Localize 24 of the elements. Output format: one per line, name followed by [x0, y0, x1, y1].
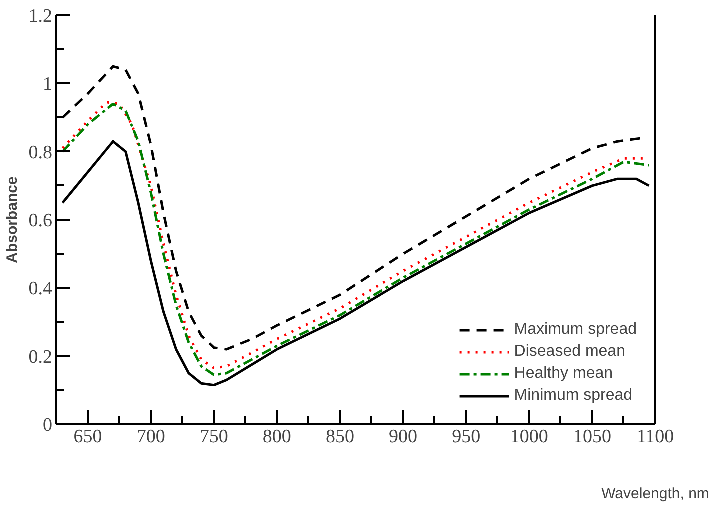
x-tick-label: 1000 — [510, 426, 548, 448]
y-axis-title: Absorbance — [4, 176, 21, 264]
y-tick-label: 0.8 — [28, 142, 52, 164]
x-tick-label: 1050 — [573, 426, 612, 448]
x-tick-label: 900 — [389, 426, 418, 448]
x-tick-label: 650 — [74, 426, 102, 448]
legend-label: Healthy mean — [514, 365, 614, 383]
y-tick-label: 0 — [43, 415, 52, 436]
x-tick-label: 850 — [326, 426, 354, 448]
y-tick-label: 0.2 — [28, 346, 52, 368]
x-axis-title: Wavelength, nm — [602, 486, 710, 502]
x-tick-label: 700 — [136, 426, 166, 448]
x-tick-label: 1100 — [636, 426, 674, 448]
legend-label: Minimum spread — [514, 387, 633, 405]
x-tick-label: 800 — [262, 426, 292, 448]
legend-label: Maximum spread — [514, 321, 637, 339]
x-tick-label: 950 — [452, 426, 481, 448]
y-tick-label: 0.4 — [28, 278, 53, 300]
line-series — [62, 140, 650, 387]
x-tick-label: 750 — [200, 426, 228, 448]
y-tick-label: 1.2 — [28, 6, 52, 27]
y-tick-label: 1 — [43, 74, 52, 96]
legend-label: Diseased mean — [514, 343, 626, 361]
y-tick-label: 0.6 — [28, 210, 52, 232]
